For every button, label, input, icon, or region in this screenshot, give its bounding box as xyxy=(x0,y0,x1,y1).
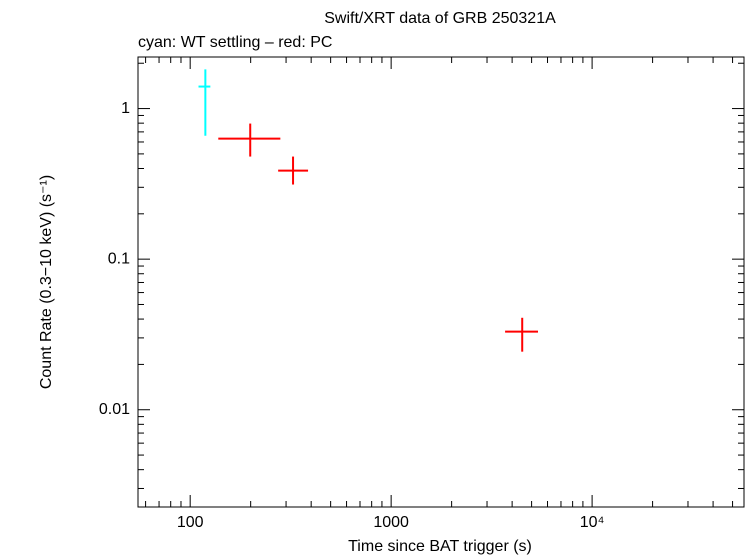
chart-title: Swift/XRT data of GRB 250321A xyxy=(324,10,556,27)
chart-subtitle: cyan: WT settling – red: PC xyxy=(138,34,332,51)
y-tick-label: 0.01 xyxy=(99,401,130,418)
y-tick-label: 0.1 xyxy=(108,250,130,267)
plot-frame xyxy=(137,56,745,508)
x-tick-label: 100 xyxy=(177,514,204,531)
y-tick-label: 1 xyxy=(121,100,130,117)
x-tick-label: 10⁴ xyxy=(580,514,605,531)
x-tick-label: 1000 xyxy=(373,514,409,531)
x-axis-label: Time since BAT trigger (s) xyxy=(348,538,532,555)
y-axis-label: Count Rate (0.3−10 keV) (s⁻¹) xyxy=(38,175,55,389)
